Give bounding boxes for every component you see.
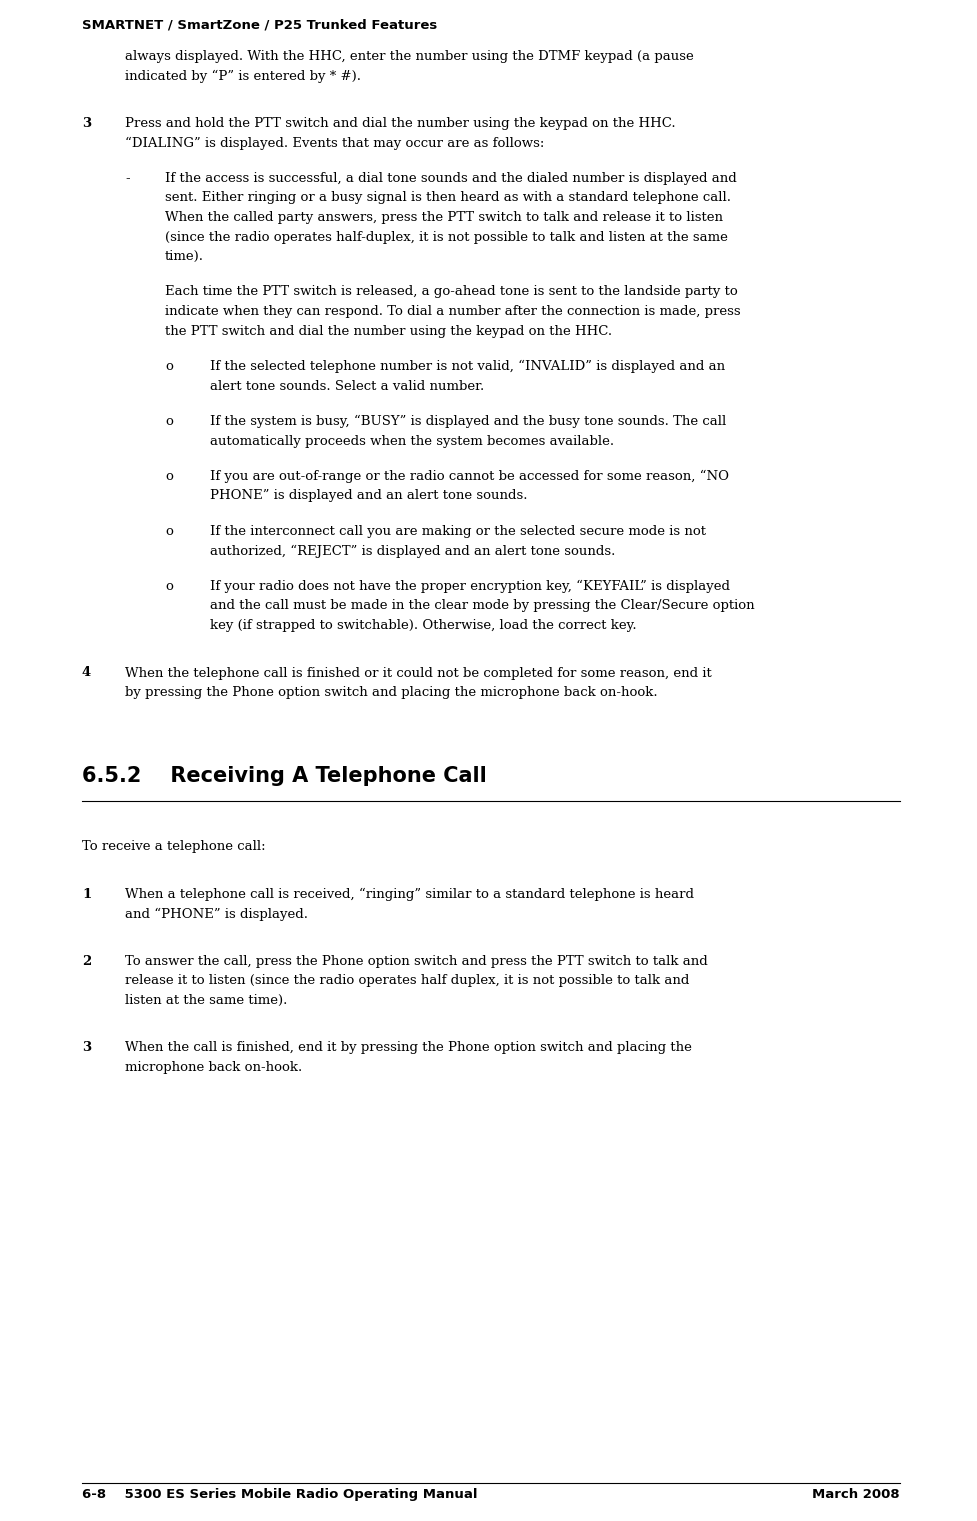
Text: alert tone sounds. Select a valid number.: alert tone sounds. Select a valid number…	[210, 380, 484, 392]
Text: Press and hold the PTT switch and dial the number using the keypad on the HHC.: Press and hold the PTT switch and dial t…	[125, 117, 675, 129]
Text: o: o	[165, 525, 173, 538]
Text: SMARTNET / SmartZone / P25 Trunked Features: SMARTNET / SmartZone / P25 Trunked Featu…	[82, 18, 437, 30]
Text: o: o	[165, 415, 173, 427]
Text: always displayed. With the HHC, enter the number using the DTMF keypad (a pause: always displayed. With the HHC, enter th…	[125, 50, 693, 62]
Text: 4: 4	[82, 666, 91, 680]
Text: March 2008: March 2008	[812, 1488, 899, 1501]
Text: If you are out-of-range or the radio cannot be accessed for some reason, “NO: If you are out-of-range or the radio can…	[210, 470, 728, 484]
Text: o: o	[165, 470, 173, 484]
Text: To receive a telephone call:: To receive a telephone call:	[82, 841, 266, 853]
Text: time).: time).	[165, 249, 204, 263]
Text: sent. Either ringing or a busy signal is then heard as with a standard telephone: sent. Either ringing or a busy signal is…	[165, 192, 730, 204]
Text: key (if strapped to switchable). Otherwise, load the correct key.: key (if strapped to switchable). Otherwi…	[210, 619, 636, 633]
Text: automatically proceeds when the system becomes available.: automatically proceeds when the system b…	[210, 435, 614, 447]
Text: When the telephone call is finished or it could not be completed for some reason: When the telephone call is finished or i…	[125, 666, 711, 680]
Text: 6.5.2    Receiving A Telephone Call: 6.5.2 Receiving A Telephone Call	[82, 765, 487, 785]
Text: If the selected telephone number is not valid, “INVALID” is displayed and an: If the selected telephone number is not …	[210, 360, 724, 373]
Text: When a telephone call is received, “ringing” similar to a standard telephone is : When a telephone call is received, “ring…	[125, 888, 694, 900]
Text: o: o	[165, 360, 173, 373]
Text: 3: 3	[82, 117, 91, 129]
Text: 2: 2	[82, 955, 91, 967]
Text: 3: 3	[82, 1042, 91, 1054]
Text: PHONE” is displayed and an alert tone sounds.: PHONE” is displayed and an alert tone so…	[210, 490, 527, 502]
Text: If your radio does not have the proper encryption key, “KEYFAIL” is displayed: If your radio does not have the proper e…	[210, 580, 729, 593]
Text: and “PHONE” is displayed.: and “PHONE” is displayed.	[125, 908, 308, 920]
Text: and the call must be made in the clear mode by pressing the Clear/Secure option: and the call must be made in the clear m…	[210, 599, 754, 613]
Text: -: -	[125, 172, 130, 186]
Text: indicated by “P” is entered by * #).: indicated by “P” is entered by * #).	[125, 70, 361, 82]
Text: 1: 1	[82, 888, 91, 900]
Text: release it to listen (since the radio operates half duplex, it is not possible t: release it to listen (since the radio op…	[125, 975, 689, 987]
Text: To answer the call, press the Phone option switch and press the PTT switch to ta: To answer the call, press the Phone opti…	[125, 955, 707, 967]
Text: 6-8    5300 ES Series Mobile Radio Operating Manual: 6-8 5300 ES Series Mobile Radio Operatin…	[82, 1488, 477, 1501]
Text: indicate when they can respond. To dial a number after the connection is made, p: indicate when they can respond. To dial …	[165, 306, 740, 318]
Text: When the call is finished, end it by pressing the Phone option switch and placin: When the call is finished, end it by pre…	[125, 1042, 691, 1054]
Text: the PTT switch and dial the number using the keypad on the HHC.: the PTT switch and dial the number using…	[165, 324, 612, 338]
Text: o: o	[165, 580, 173, 593]
Text: If the system is busy, “BUSY” is displayed and the busy tone sounds. The call: If the system is busy, “BUSY” is display…	[210, 415, 726, 429]
Text: If the interconnect call you are making or the selected secure mode is not: If the interconnect call you are making …	[210, 525, 705, 538]
Text: by pressing the Phone option switch and placing the microphone back on-hook.: by pressing the Phone option switch and …	[125, 686, 657, 700]
Text: If the access is successful, a dial tone sounds and the dialed number is display: If the access is successful, a dial tone…	[165, 172, 736, 186]
Text: “DIALING” is displayed. Events that may occur are as follows:: “DIALING” is displayed. Events that may …	[125, 137, 544, 149]
Text: (since the radio operates half-duplex, it is not possible to talk and listen at : (since the radio operates half-duplex, i…	[165, 231, 727, 243]
Text: Each time the PTT switch is released, a go-ahead tone is sent to the landside pa: Each time the PTT switch is released, a …	[165, 286, 737, 298]
Text: microphone back on-hook.: microphone back on-hook.	[125, 1062, 302, 1074]
Text: listen at the same time).: listen at the same time).	[125, 993, 287, 1007]
Text: When the called party answers, press the PTT switch to talk and release it to li: When the called party answers, press the…	[165, 211, 722, 224]
Text: authorized, “REJECT” is displayed and an alert tone sounds.: authorized, “REJECT” is displayed and an…	[210, 545, 615, 558]
